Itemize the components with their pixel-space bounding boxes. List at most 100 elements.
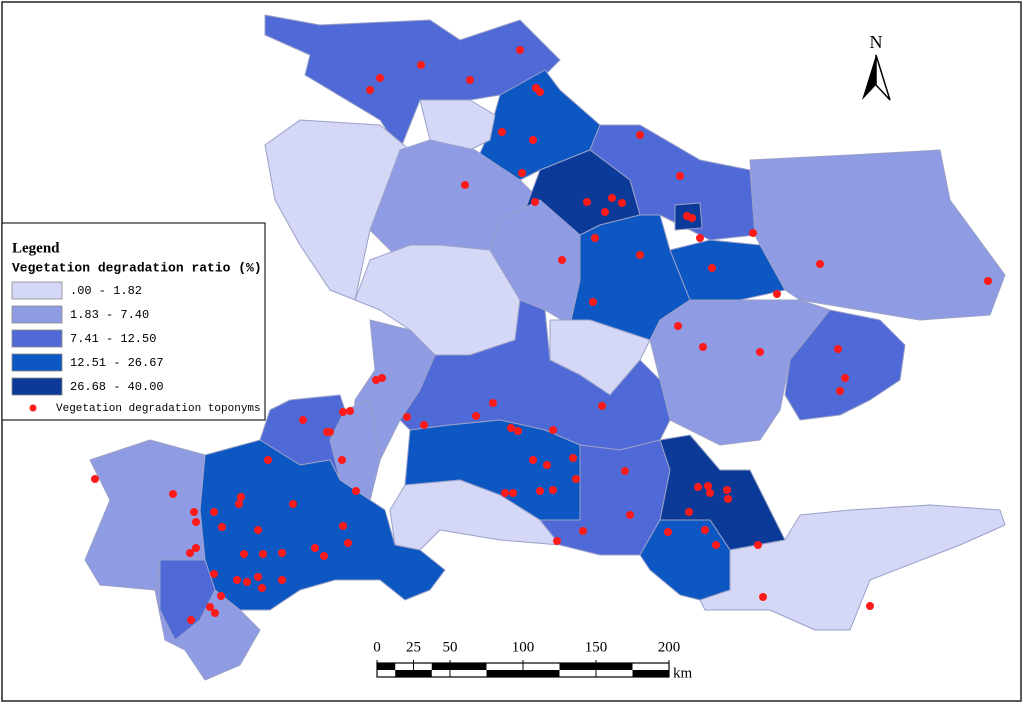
toponym-point — [516, 46, 524, 54]
toponym-point — [235, 500, 243, 508]
toponym-point — [834, 345, 842, 353]
toponym-point — [346, 407, 354, 415]
toponym-point — [591, 234, 599, 242]
toponym-point — [338, 456, 346, 464]
scale-segment — [559, 663, 596, 670]
toponym-point — [320, 552, 328, 560]
scale-segment — [377, 663, 396, 670]
toponym-point — [190, 508, 198, 516]
toponym-point — [589, 298, 597, 306]
north-arrow-right — [875, 54, 891, 101]
scale-unit: km — [673, 665, 693, 681]
toponym-point — [531, 198, 539, 206]
toponym-point — [549, 486, 557, 494]
toponym-point — [688, 214, 696, 222]
toponym-point — [518, 169, 526, 177]
toponym-point — [259, 550, 267, 558]
scale-segment — [431, 663, 450, 670]
toponym-point — [694, 483, 702, 491]
toponym-point — [601, 208, 609, 216]
toponym-point — [598, 402, 606, 410]
toponym-point — [210, 508, 218, 516]
north-arrow: N — [862, 32, 891, 101]
region — [159, 559, 216, 641]
toponym-point — [701, 526, 709, 534]
toponym-point — [258, 584, 266, 592]
toponym-point — [583, 198, 591, 206]
scale-tick-label: 25 — [406, 639, 421, 655]
toponym-point — [685, 508, 693, 516]
toponym-point — [187, 616, 195, 624]
scale-tick-label: 50 — [443, 639, 458, 655]
toponym-point — [866, 602, 874, 610]
toponym-point — [509, 489, 517, 497]
toponym-point — [217, 592, 225, 600]
toponym-point — [472, 412, 480, 420]
toponym-point — [699, 343, 707, 351]
region — [699, 504, 1006, 631]
toponym-point — [608, 194, 616, 202]
toponym-point — [206, 603, 214, 611]
toponym-point — [841, 374, 849, 382]
toponym-point — [984, 277, 992, 285]
scale-bar: 0 25 50 100 150 200 km — [373, 639, 692, 681]
toponym-point — [536, 88, 544, 96]
toponym-point — [417, 61, 425, 69]
legend-label: .00 - 1.82 — [70, 284, 142, 298]
toponym-point — [553, 537, 561, 545]
toponym-point — [558, 256, 566, 264]
toponym-point — [723, 486, 731, 494]
legend-items: .00 - 1.82 1.83 - 7.40 7.41 - 12.50 12.51 -… — [11, 281, 261, 415]
toponym-point — [696, 234, 704, 242]
toponym-point — [278, 576, 286, 584]
legend-label: Vegetation degradation toponyms — [56, 403, 261, 415]
toponym-point — [529, 456, 537, 464]
scale-segment — [413, 670, 432, 677]
toponym-point — [529, 136, 537, 144]
toponym-point — [311, 544, 319, 552]
legend-label: 7.41 - 12.50 — [70, 332, 156, 346]
toponym-point — [498, 128, 506, 136]
toponym-point — [636, 131, 644, 139]
scale-tick-label: 200 — [658, 639, 681, 655]
toponym-point — [192, 518, 200, 526]
legend-swatch — [11, 281, 63, 300]
toponym-point — [754, 541, 762, 549]
region — [784, 309, 906, 421]
legend-label: 26.68 - 40.00 — [70, 380, 164, 394]
legend-title: Legend — [12, 240, 60, 256]
toponym-point — [289, 500, 297, 508]
toponym-point — [278, 549, 286, 557]
toponym-point — [376, 74, 384, 82]
toponym-point — [572, 475, 580, 483]
toponym-point — [461, 181, 469, 189]
toponym-point — [237, 493, 245, 501]
toponym-point — [254, 573, 262, 581]
toponym-points — [91, 46, 992, 624]
toponym-point — [192, 544, 200, 552]
toponym-point — [366, 86, 374, 94]
toponym-point — [501, 489, 509, 497]
toponym-point — [339, 408, 347, 416]
toponym-point — [618, 199, 626, 207]
north-label: N — [870, 32, 883, 52]
toponym-point — [210, 570, 218, 578]
toponym-point — [264, 456, 272, 464]
toponym-point — [169, 490, 177, 498]
toponym-point — [569, 454, 577, 462]
toponym-point — [466, 76, 474, 84]
toponym-point — [773, 290, 781, 298]
toponym-point — [636, 251, 644, 259]
toponym-point — [233, 576, 241, 584]
toponym-point — [186, 549, 194, 557]
toponym-point — [91, 475, 99, 483]
scale-tick-label: 150 — [585, 639, 608, 655]
legend-subtitle: Vegetation degradation ratio (%) — [12, 260, 262, 275]
toponym-point — [420, 421, 428, 429]
toponym-point — [676, 172, 684, 180]
legend-label: 12.51 - 26.67 — [70, 356, 164, 370]
toponym-point — [514, 427, 522, 435]
legend-swatch — [11, 353, 63, 372]
